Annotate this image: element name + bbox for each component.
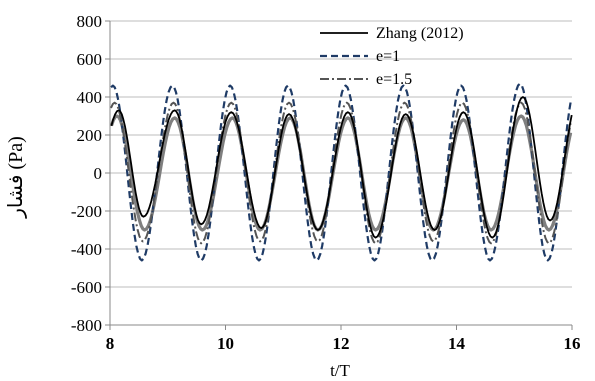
y-tick-label: 600: [77, 50, 103, 69]
x-tick-labels: 8 10 12 14 16: [106, 334, 581, 353]
legend-label: e=1.5: [376, 71, 412, 88]
y-tick-labels: 800 600 400 200 0 -200 -400 -600 -800: [71, 12, 102, 335]
y-tick-label: 0: [94, 164, 103, 183]
series-line-e-1-5: [110, 101, 572, 245]
y-tick-label: -400: [71, 240, 102, 259]
x-tick-label: 8: [106, 334, 115, 353]
x-tick-label: 10: [217, 334, 234, 353]
y-tick-label: -600: [71, 278, 102, 297]
axes: [105, 20, 573, 330]
y-tick-label: -200: [71, 202, 102, 221]
legend-label: Zhang (2012): [376, 25, 464, 42]
y-axis-title: فشار (Pa): [5, 136, 27, 218]
y-tick-label: 200: [77, 126, 103, 145]
y-tick-label: 800: [77, 12, 103, 31]
y-tick-label: 400: [77, 88, 103, 107]
x-tick-label: 14: [448, 334, 466, 353]
series-lines: [109, 82, 573, 262]
x-tick-label: 16: [564, 334, 581, 353]
x-tick-label: 12: [333, 334, 350, 353]
legend-label: e=1: [376, 48, 400, 65]
grid-lines: [110, 20, 572, 326]
legend: Zhang (2012) e=1 e=1.5: [320, 25, 464, 88]
x-axis-title: t/T: [330, 361, 350, 380]
y-tick-label: -800: [71, 316, 102, 335]
series-line-e-1: [110, 82, 573, 262]
series-line-zhang-2012-: [110, 96, 573, 239]
